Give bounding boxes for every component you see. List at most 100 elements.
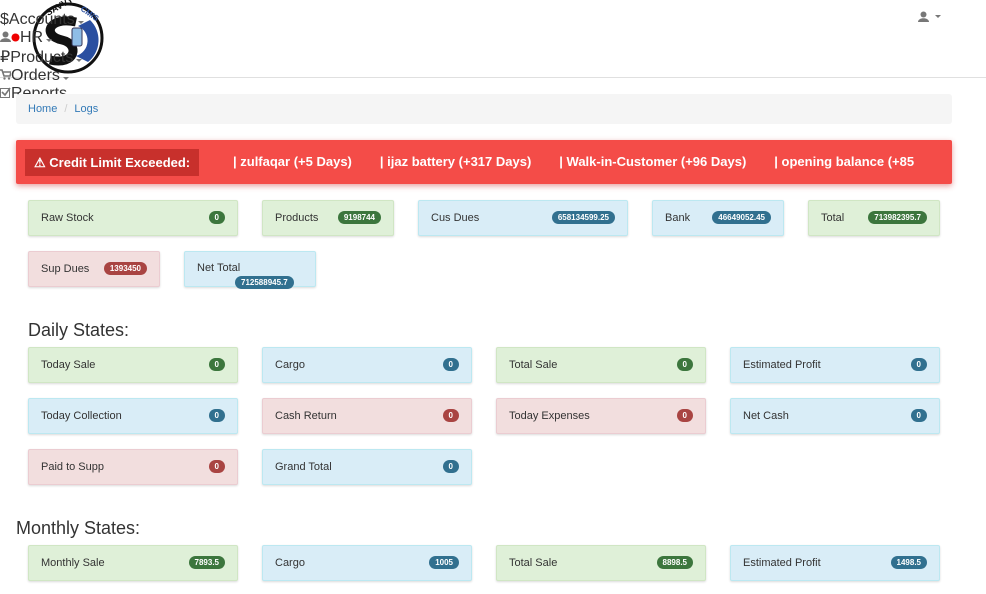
stat-card: Bank 46649052.45 xyxy=(652,200,784,236)
stat-label: Today Collection xyxy=(41,410,122,422)
stat-label: Monthly Sale xyxy=(41,557,105,569)
alert-item[interactable]: | Walk-in-Customer (+96 Days) xyxy=(559,154,747,169)
stat-badge: 713982395.7 xyxy=(868,210,927,224)
stat-badge: 0 xyxy=(676,357,693,371)
stat-card: Cargo 1005 xyxy=(262,545,472,581)
stat-card: Total Sale 8898.5 xyxy=(496,545,706,581)
icon xyxy=(0,69,13,80)
stat-badge: 0 xyxy=(208,357,225,371)
section-title: Daily States: xyxy=(28,320,130,340)
stat-card: Cargo 0 xyxy=(262,347,472,383)
stat-label: Estimated Profit xyxy=(743,557,821,569)
stat-badge: 8898.5 xyxy=(656,555,693,569)
alert-item[interactable]: | zulfaqar (+5 Days) xyxy=(233,154,352,169)
stat-badge: 1393450 xyxy=(103,261,147,275)
stat-label: Net Cash xyxy=(743,410,789,422)
stat-badge: 46649052.45 xyxy=(712,210,771,224)
nav-label: Products xyxy=(10,49,74,66)
stat-badge: 9198744 xyxy=(337,210,381,224)
caret xyxy=(62,77,69,80)
stat-label: Cus Dues xyxy=(431,212,480,224)
alert-items: | zulfaqar (+5 Days) | ijaz battery (+317… xyxy=(233,140,942,184)
stat-badge: 0 xyxy=(442,459,459,473)
alert-label: ⚠ Credit Limit Exceeded: xyxy=(25,149,200,176)
nav-item[interactable]: $Accounts xyxy=(0,11,84,29)
stat-card: Total 713982395.7 xyxy=(808,200,940,236)
stat-badge: 0 xyxy=(208,459,225,473)
stat-label: Cargo xyxy=(275,557,305,569)
breadcrumb-link[interactable]: Home xyxy=(28,103,58,115)
icon xyxy=(11,33,20,42)
stat-label: Cargo xyxy=(275,359,305,371)
stat-badge: 0 xyxy=(208,408,225,422)
breadcrumb-link[interactable]: Logs xyxy=(74,103,99,115)
stat-card: Monthly Sale 7893.5 xyxy=(28,545,238,581)
nav-icon xyxy=(0,67,13,84)
stat-label: Bank xyxy=(665,212,691,224)
section-title: Monthly States: xyxy=(16,518,141,538)
stat-card: Cus Dues 658134599.25 xyxy=(418,200,628,236)
stat-label: Today Expenses xyxy=(509,410,590,422)
caret xyxy=(46,39,53,42)
nav-label: HR xyxy=(20,29,44,46)
stat-card: Cash Return 0 xyxy=(262,398,472,434)
user-menu[interactable] xyxy=(918,11,941,22)
stat-badge: 7893.5 xyxy=(188,555,225,569)
nav-icon: ₽ xyxy=(0,49,11,66)
breadcrumb-separator: / xyxy=(64,103,68,115)
nav-item[interactable]: HR xyxy=(0,29,84,47)
caret xyxy=(76,59,83,62)
stat-card: Net Cash 0 xyxy=(730,398,940,434)
stat-label: Total Sale xyxy=(509,557,558,569)
stat-badge: 0 xyxy=(910,408,927,422)
nav-icon xyxy=(0,85,11,102)
caret xyxy=(935,15,941,18)
stat-card: Total Sale 0 xyxy=(496,347,706,383)
stat-card: Grand Total 0 xyxy=(262,449,472,485)
breadcrumb: Home / Logs xyxy=(16,94,952,124)
stat-card: Sup Dues 1393450 xyxy=(28,251,160,287)
stat-card: Raw Stock 0 xyxy=(28,200,238,236)
stat-badge: 712588945.7 xyxy=(235,276,294,289)
stat-label: Sup Dues xyxy=(41,263,90,275)
stat-label: Total xyxy=(821,212,845,224)
nav-icon xyxy=(0,29,20,46)
nav-item[interactable]: ₽Products xyxy=(0,47,84,67)
stat-badge: 0 xyxy=(442,408,459,422)
stat-card: Today Collection 0 xyxy=(28,398,238,434)
stat-label: Raw Stock xyxy=(41,212,94,224)
stat-badge: 658134599.25 xyxy=(551,210,615,224)
stat-card: Today Expenses 0 xyxy=(496,398,706,434)
icon xyxy=(918,11,929,22)
stat-label: Cash Return xyxy=(275,410,337,422)
alert-bar: ⚠ Credit Limit Exceeded: | zulfaqar (+5 … xyxy=(16,140,952,184)
stat-card: Today Sale 0 xyxy=(28,347,238,383)
nav-label: Accounts xyxy=(8,11,75,28)
stat-label: Grand Total xyxy=(275,461,332,473)
stat-badge: 0 xyxy=(910,357,927,371)
nav-item[interactable]: Orders xyxy=(0,67,84,85)
stat-label: Total Sale xyxy=(509,359,558,371)
stat-badge: 1498.5 xyxy=(890,555,927,569)
logo[interactable]: SAVVY CMIS xyxy=(28,0,108,78)
alert-item[interactable]: | ijaz battery (+317 Days) xyxy=(379,154,532,169)
alert-item[interactable]: | opening balance (+85 xyxy=(774,154,915,169)
caret xyxy=(77,21,84,24)
icon xyxy=(0,87,11,98)
icon xyxy=(0,31,11,42)
stat-badge: 0 xyxy=(442,357,459,371)
nav-label: Orders xyxy=(11,67,60,84)
stat-label: Products xyxy=(275,212,319,224)
stat-badge: 0 xyxy=(676,408,693,422)
stat-card: Net Total 712588945.7 xyxy=(184,251,316,289)
header: SAVVY CMIS $AccountsHR₽ProductsOrdersRep… xyxy=(0,0,986,102)
stat-badge: 1005 xyxy=(429,555,459,569)
stat-label: Estimated Profit xyxy=(743,359,821,371)
stat-card: Estimated Profit 1498.5 xyxy=(730,545,940,581)
stat-label: Paid to Supp xyxy=(41,461,104,473)
stat-badge: 0 xyxy=(208,210,225,224)
nav-icon: $ xyxy=(0,11,9,28)
stat-card: Estimated Profit 0 xyxy=(730,347,940,383)
